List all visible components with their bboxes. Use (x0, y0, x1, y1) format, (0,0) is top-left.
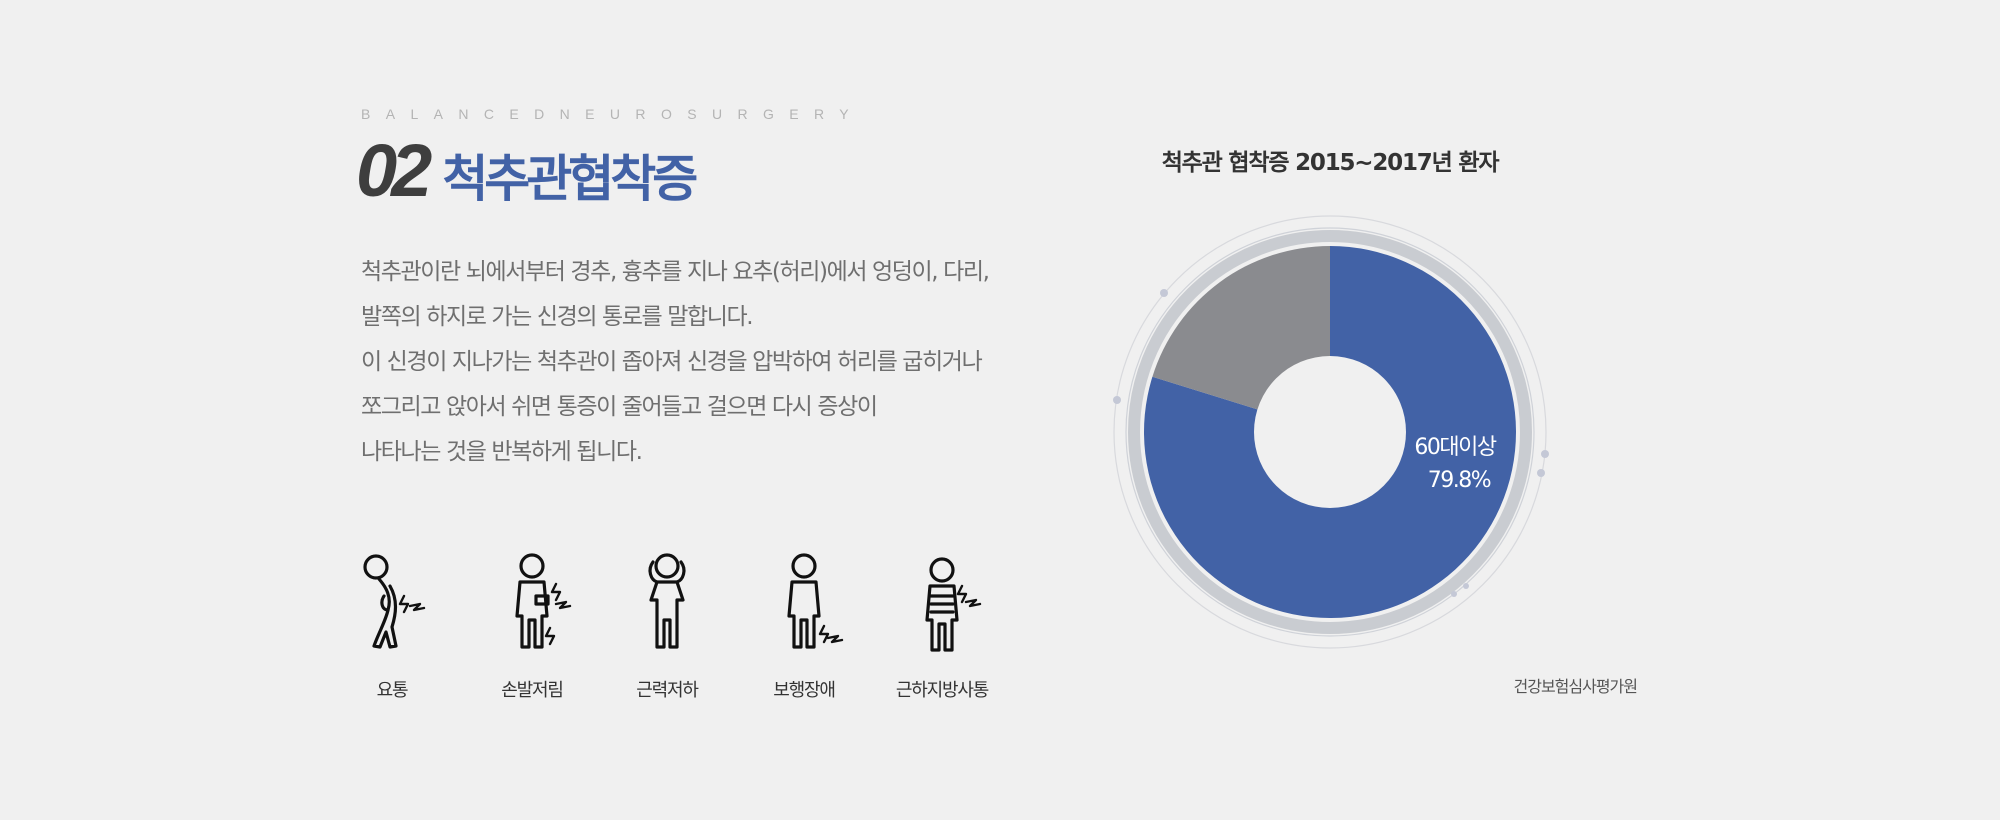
gait-disorder-figure-icon (787, 553, 844, 649)
symptom-label: 손발저림 (501, 680, 564, 701)
page-title: 척추관협착증 (442, 150, 698, 208)
section-number: 02 (356, 129, 432, 212)
eyebrow-text: BALANCEDNEUROSURGERY (361, 106, 865, 122)
symptom-item: 보행장애 (734, 552, 874, 702)
description-line: 나타나는 것을 반복하게 됩니다. (361, 439, 643, 465)
symptom-item: 요통 (322, 552, 462, 702)
radiating-pain-figure-icon (925, 557, 982, 652)
ring-dot (1113, 396, 1121, 404)
description-line: 이 신경이 지나가는 척추관이 좁아져 신경을 압박하여 허리를 굽히거나 (361, 349, 983, 375)
ring-dot (1451, 591, 1457, 597)
symptom-label: 근하지방사통 (895, 680, 989, 701)
source-credit: 건강보험심사평가원 (1513, 677, 1638, 696)
slice-value-label: 79.8% (1428, 468, 1491, 493)
slice-label: 60대이상 (1414, 435, 1496, 460)
chart-title: 척추관 협착증 2015~2017년 환자 (1161, 150, 1500, 176)
ring-dot (1537, 469, 1545, 477)
description: 척추관이란 뇌에서부터 경추, 흉추를 지나 요추(허리)에서 엉덩이, 다리,… (361, 250, 1061, 475)
donut-hole (1254, 356, 1406, 508)
page-heading: 02 척추관협착증 (356, 128, 698, 213)
outer-ring (1125, 227, 1535, 637)
back-pain-figure-icon (363, 554, 426, 649)
ring-dot (1541, 450, 1549, 458)
description-line: 발쪽의 하지로 가는 신경의 통로를 말합니다. (361, 304, 754, 330)
weakness-figure-icon (648, 553, 686, 649)
track-ring (1128, 230, 1532, 634)
symptom-item: 근하지방사통 (872, 552, 1012, 702)
description-line: 쪼그리고 앉아서 쉬면 통증이 줄어들고 걸으면 다시 증상이 (361, 394, 878, 420)
symptom-item: 손발저림 (462, 552, 602, 702)
symptom-label: 보행장애 (773, 680, 836, 701)
symptom-label: 근력저하 (636, 680, 699, 701)
symptom-label: 요통 (376, 680, 409, 701)
ring-dot (1463, 583, 1469, 589)
outer-ring (1113, 215, 1547, 649)
numbness-figure-icon (515, 553, 572, 649)
symptom-item: 근력저하 (597, 552, 737, 702)
description-line: 척추관이란 뇌에서부터 경추, 흉추를 지나 요추(허리)에서 엉덩이, 다리, (361, 259, 990, 285)
ring-dot (1160, 289, 1168, 297)
